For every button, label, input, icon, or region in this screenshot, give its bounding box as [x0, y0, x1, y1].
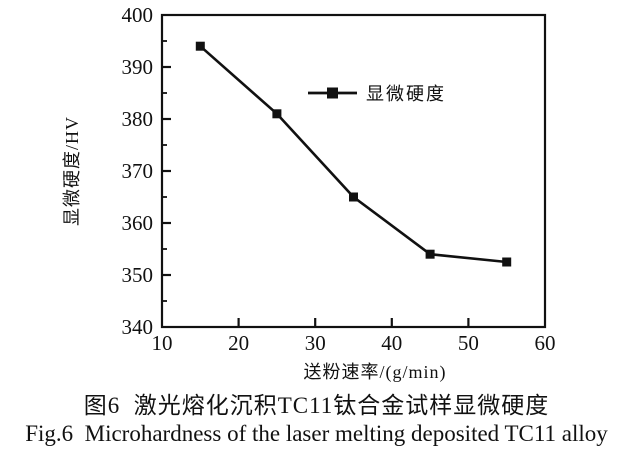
y-axis: 340 350 360 370 380 390 400 — [122, 3, 171, 339]
data-point-marker — [195, 41, 205, 51]
x-tick-label: 10 — [152, 331, 173, 355]
x-axis-title: 送粉速率/(g/min) — [304, 362, 447, 383]
data-point-marker — [425, 249, 435, 259]
legend-marker-icon — [327, 87, 338, 99]
data-point-marker — [272, 109, 282, 119]
x-tick-label: 50 — [458, 331, 479, 355]
caption-chinese: 图6 激光熔化沉积TC11钛合金试样显微硬度 — [83, 393, 550, 418]
data-point-marker — [349, 192, 358, 202]
plot-frame — [160, 13, 547, 329]
y-tick-label: 340 — [122, 315, 154, 339]
series-microhardness — [195, 41, 512, 267]
series-line — [199, 45, 507, 264]
x-tick-label: 60 — [535, 331, 556, 355]
microhardness-chart: 340 350 360 370 380 390 400 10 20 30 40 50 60 送粉速率/(g… — [62, 3, 556, 383]
y-tick-label: 370 — [122, 159, 154, 183]
legend-label: 显微硬度 — [366, 84, 446, 104]
y-tick-label: 350 — [122, 263, 154, 287]
y-tick-label: 360 — [122, 211, 154, 235]
caption-english: Fig.6 Microhardness of the laser melting… — [25, 421, 608, 446]
x-tick-label: 30 — [305, 331, 326, 355]
x-tick-label: 40 — [381, 331, 402, 355]
x-axis: 10 20 30 40 50 60 — [152, 318, 556, 355]
y-tick-label: 400 — [122, 3, 154, 27]
y-tick-label: 390 — [122, 55, 154, 79]
y-axis-title: 显微硬度/HV — [62, 116, 82, 226]
x-tick-label: 20 — [228, 331, 249, 355]
legend: 显微硬度 — [308, 84, 446, 104]
data-point-marker — [502, 257, 512, 267]
axis-titles: 送粉速率/(g/min) 显微硬度/HV — [62, 116, 447, 383]
y-tick-label: 380 — [122, 107, 154, 131]
